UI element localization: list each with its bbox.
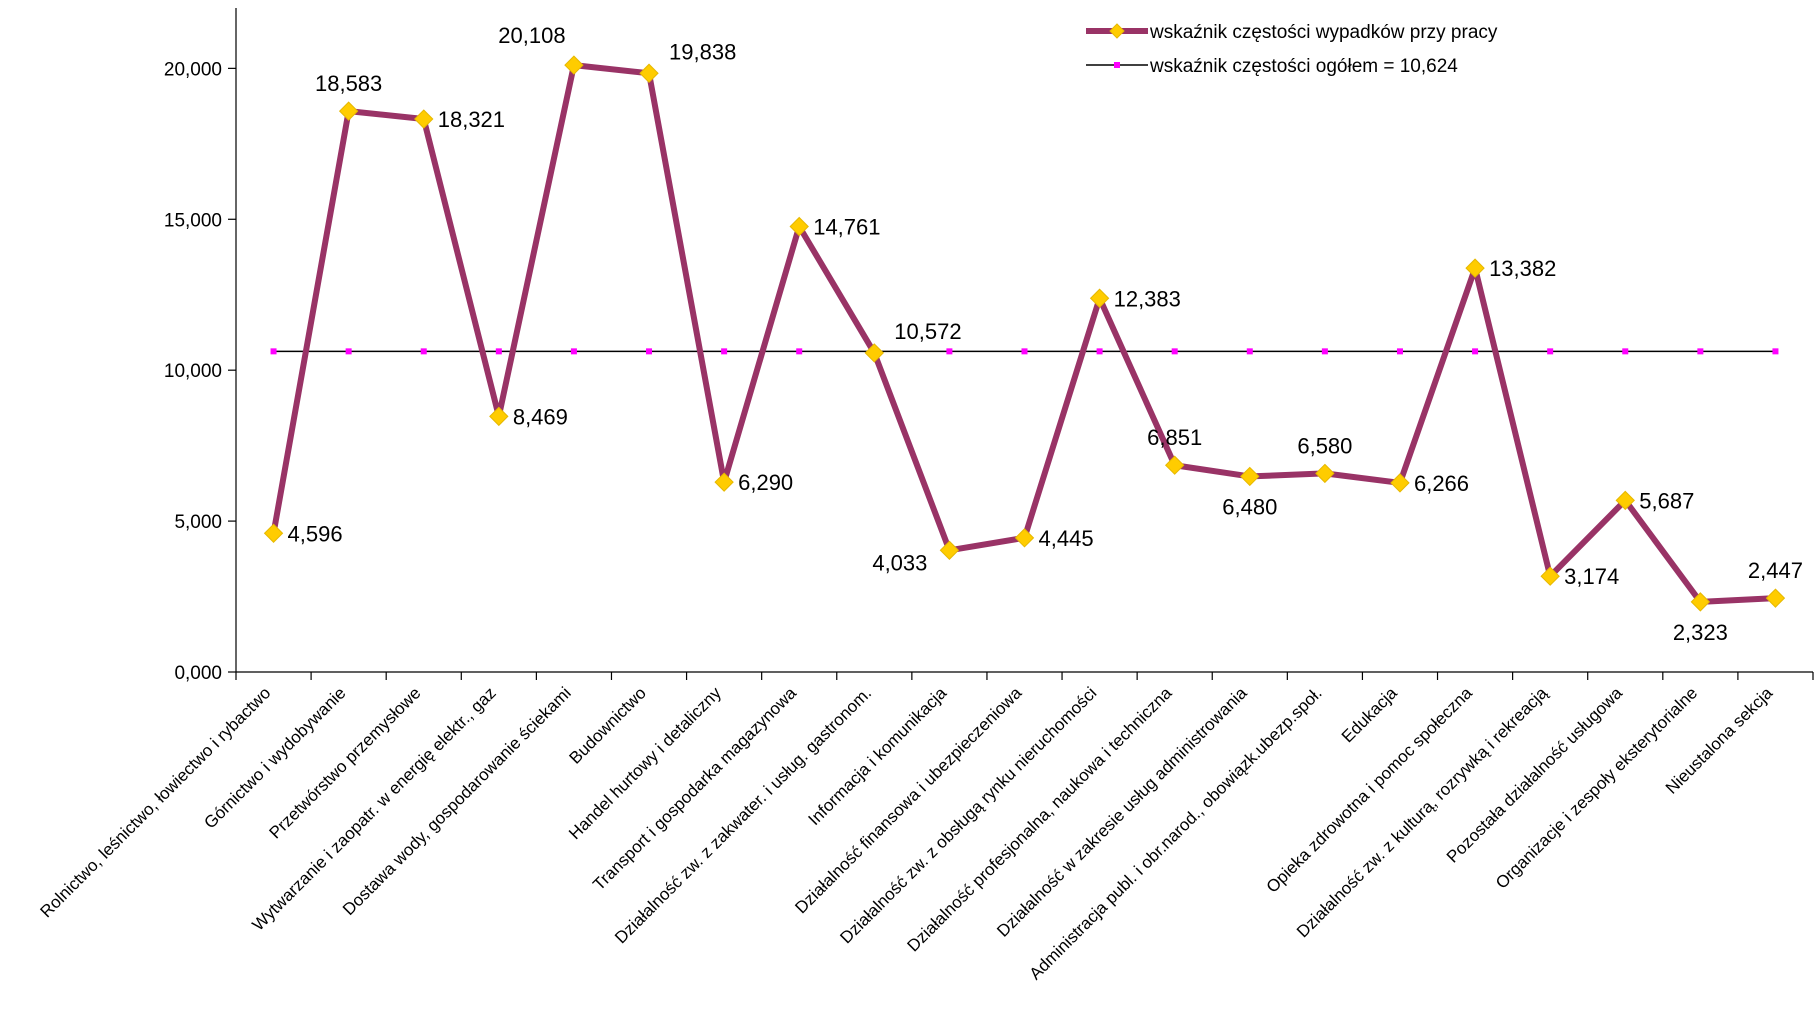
- accident-rate-point: [564, 55, 584, 75]
- data-label: 6,266: [1414, 471, 1469, 496]
- category-label: Edukacja: [1338, 683, 1401, 746]
- average-point: [1697, 348, 1704, 355]
- accident-rate-point: [1315, 463, 1335, 484]
- accident-rate-point: [1014, 528, 1035, 548]
- data-label: 10,572: [894, 319, 961, 344]
- data-label: 4,445: [1039, 526, 1094, 551]
- average-point: [1321, 348, 1328, 355]
- y-tick-label: 20,000: [164, 59, 222, 80]
- data-labels: 4,596 18,583 18,321 8,469 20,108 19,838 6,290 1…: [288, 23, 1803, 645]
- average-point: [1772, 348, 1779, 355]
- category-label: Informacja i komunikacja: [805, 683, 951, 829]
- accident-rate-line: [270, 62, 1776, 605]
- accident-rate-point: [939, 540, 960, 560]
- x-ticks: [235, 672, 1814, 680]
- data-label: 13,382: [1489, 256, 1556, 281]
- accident-rate-point: [1465, 258, 1485, 278]
- average-point: [946, 348, 953, 355]
- data-label: 20,108: [498, 23, 565, 48]
- data-label: 4,596: [288, 521, 343, 546]
- data-label: 14,761: [813, 214, 880, 239]
- legend-marker-accident-rate: [1109, 23, 1125, 39]
- data-label: 2,447: [1748, 558, 1803, 583]
- accident-rate-point: [1690, 592, 1711, 612]
- average-point: [1246, 348, 1253, 355]
- legend-label-average: wskaźnik częstości ogółem = 10,624: [1149, 56, 1458, 77]
- category-label: Działalność zw. z kulturą, rozrywką i re…: [1293, 683, 1551, 941]
- category-label: Działalność zw. z obsługą rynku nierucho…: [836, 683, 1100, 947]
- average-point: [796, 348, 803, 355]
- average-point: [345, 348, 352, 355]
- data-label: 5,687: [1639, 488, 1694, 513]
- category-label: Administracja publ. i obr.narod., obowią…: [1026, 683, 1326, 983]
- category-label: Działalność zw. z zakwater. i usług. gas…: [611, 683, 875, 947]
- average-point: [570, 348, 577, 355]
- legend-label-accident-rate: wskaźnik częstości wypadków przy pracy: [1149, 22, 1498, 43]
- accident-rate-point: [639, 63, 659, 83]
- average-point: [420, 348, 427, 355]
- y-tick-label: 5,000: [174, 512, 222, 533]
- category-label: Górnictwo i wydobywanie: [200, 683, 349, 832]
- data-label: 12,383: [1114, 286, 1181, 311]
- data-label: 6,851: [1147, 425, 1202, 450]
- y-tick-label: 15,000: [164, 210, 222, 231]
- data-label: 8,469: [513, 404, 568, 429]
- accident-rate-point: [1164, 455, 1185, 475]
- category-label: Przetwórstwo przemysłowe: [266, 683, 425, 842]
- accident-rate-point: [1089, 288, 1110, 308]
- category-label: Działalność profesjonalna, naukowa i tec…: [903, 683, 1175, 955]
- average-point: [1622, 348, 1629, 355]
- accident-rate-point: [1240, 466, 1260, 487]
- average-point: [1547, 348, 1554, 355]
- data-label: 6,480: [1222, 494, 1277, 519]
- accident-rate-point: [714, 472, 734, 492]
- y-tick-label: 10,000: [164, 361, 222, 382]
- accident-rate-point: [489, 406, 509, 427]
- accident-rate-point: [414, 109, 434, 129]
- average-point: [721, 348, 728, 355]
- average-point: [1096, 348, 1103, 355]
- legend: wskaźnik częstości wypadków przy pracy w…: [1086, 22, 1498, 77]
- accident-rate-point: [1765, 588, 1786, 608]
- axes: [235, 8, 1813, 673]
- accident-rate-series: [263, 55, 1786, 612]
- accident-rate-point: [1540, 566, 1560, 586]
- average-point: [1472, 348, 1479, 355]
- data-label: 6,290: [738, 470, 793, 495]
- accident-rate-point: [263, 523, 284, 543]
- category-label: Handel hurtowy i detaliczny: [565, 683, 725, 843]
- y-tick-label: 0,000: [174, 663, 222, 684]
- average-point: [1396, 348, 1403, 355]
- data-label: 18,321: [438, 107, 505, 132]
- category-label: Działalność w zakresie usług administrow…: [993, 683, 1251, 941]
- average-point: [495, 348, 502, 355]
- average-point: [270, 348, 277, 355]
- average-series: [270, 348, 1779, 355]
- data-label: 4,033: [872, 550, 927, 575]
- y-ticks: 0,000 5,000 10,000 15,000 20,000: [164, 59, 236, 684]
- legend-marker-average: [1114, 62, 1120, 68]
- accident-rate-point: [1390, 473, 1410, 493]
- average-point: [1021, 348, 1028, 355]
- category-label: Budownictwo: [566, 683, 650, 767]
- data-label: 2,323: [1673, 620, 1728, 645]
- accident-rate-point: [864, 343, 885, 363]
- accident-rate-point: [1615, 490, 1635, 511]
- average-point: [646, 348, 653, 355]
- data-label: 3,174: [1564, 564, 1619, 589]
- data-label: 19,838: [669, 39, 736, 64]
- average-point: [1171, 348, 1178, 355]
- accident-rate-point: [338, 101, 359, 121]
- category-labels: Rolnictwo, leśnictwo, łowiectwo i rybact…: [36, 683, 1776, 983]
- accident-rate-point: [789, 216, 809, 237]
- data-label: 6,580: [1297, 433, 1352, 458]
- data-label: 18,583: [315, 71, 382, 96]
